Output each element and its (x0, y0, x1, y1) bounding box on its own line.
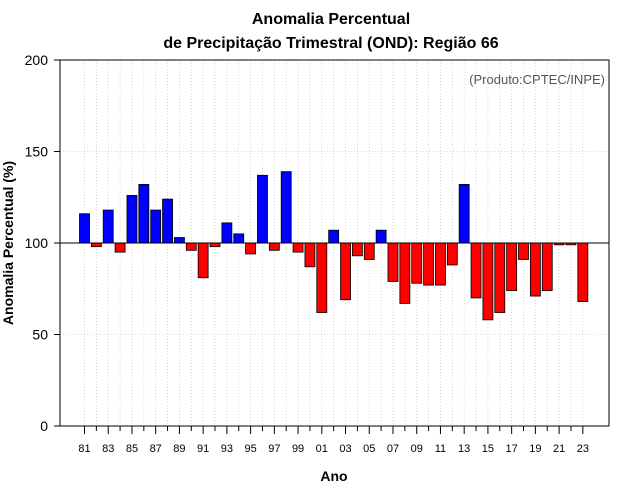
bar-08 (399, 242, 411, 304)
bar-15 (482, 242, 494, 321)
bar-93 (221, 222, 233, 244)
bar-04 (351, 242, 363, 257)
bar-84 (114, 242, 126, 253)
bars (79, 171, 589, 321)
y-axis-ticks: 0 50 100 150 200 (25, 52, 60, 434)
x-tick-label: 17 (506, 443, 518, 455)
bar-03 (340, 242, 351, 301)
x-tick-label: 89 (173, 443, 185, 455)
bar-86 (138, 184, 150, 244)
bar-05 (363, 242, 375, 260)
x-tick-label: 97 (268, 443, 280, 455)
x-tick-label: 81 (78, 443, 90, 455)
chart-title-line1: Anomalia Percentual (252, 11, 410, 28)
bar-89 (174, 237, 185, 244)
x-tick-label: 85 (126, 443, 138, 455)
bar-97 (268, 242, 280, 251)
x-tick-label: 21 (553, 443, 565, 455)
x-tick-label: 93 (221, 443, 233, 455)
y-tick-label: 150 (25, 144, 49, 160)
x-tick-label: 13 (458, 443, 470, 455)
bar-10 (423, 242, 434, 286)
bar-06 (375, 229, 387, 244)
bar-85 (126, 195, 138, 244)
bar-07 (387, 242, 399, 282)
x-tick-label: 99 (292, 443, 304, 455)
bar-95 (245, 242, 257, 255)
bar-19 (529, 242, 541, 297)
chart-title-line2: de Precipitação Trimestral (OND): Região… (163, 35, 498, 52)
x-tick-label: 91 (197, 443, 209, 455)
x-tick-label: 87 (150, 443, 162, 455)
bar-18 (518, 242, 529, 260)
x-tick-label: 95 (244, 443, 256, 455)
bar-13 (458, 184, 470, 244)
bar-11 (435, 242, 446, 286)
bar-87 (150, 209, 162, 244)
bar-92 (209, 242, 221, 248)
bar-16 (494, 242, 506, 313)
bar-12 (446, 242, 458, 266)
bar-00 (304, 242, 316, 268)
x-tick-label: 19 (529, 443, 541, 455)
bar-91 (197, 242, 209, 279)
bar-82 (90, 242, 102, 248)
bar-88 (162, 198, 173, 244)
credit-label: (Produto:CPTEC/INPE) (469, 72, 605, 87)
y-tick-label: 50 (32, 327, 48, 343)
y-tick-label: 0 (40, 418, 48, 434)
bar-09 (411, 242, 423, 284)
bar-14 (470, 242, 482, 299)
bar-01 (316, 242, 328, 313)
x-tick-label: 11 (435, 443, 446, 455)
bar-90 (185, 242, 197, 251)
bar-23 (577, 242, 589, 302)
x-tick-label: 23 (577, 443, 589, 455)
bar-20 (541, 242, 553, 291)
bar-83 (102, 209, 114, 244)
x-tick-label: 09 (411, 443, 423, 455)
bar-99 (292, 242, 304, 253)
bar-98 (280, 171, 292, 244)
x-tick-label: 15 (482, 443, 494, 455)
bar-17 (506, 242, 518, 291)
y-axis-label: Anomalia Percentual (%) (0, 161, 16, 325)
bar-94 (233, 233, 245, 244)
x-tick-label: 03 (339, 443, 351, 455)
bar-81 (79, 213, 90, 244)
x-tick-label: 01 (316, 443, 328, 455)
x-axis-label: Ano (320, 468, 347, 484)
bar-96 (257, 174, 268, 244)
y-tick-label: 100 (25, 235, 49, 251)
x-tick-label: 83 (102, 443, 114, 455)
y-tick-label: 200 (25, 52, 49, 68)
x-tick-label: 05 (363, 443, 375, 455)
x-tick-label: 07 (387, 443, 399, 455)
bar-02 (328, 229, 340, 244)
x-axis-ticks: 81 83 85 87 89 91 93 95 97 99 01 03 05 07 09 11 13 15 17 19… (78, 426, 589, 455)
